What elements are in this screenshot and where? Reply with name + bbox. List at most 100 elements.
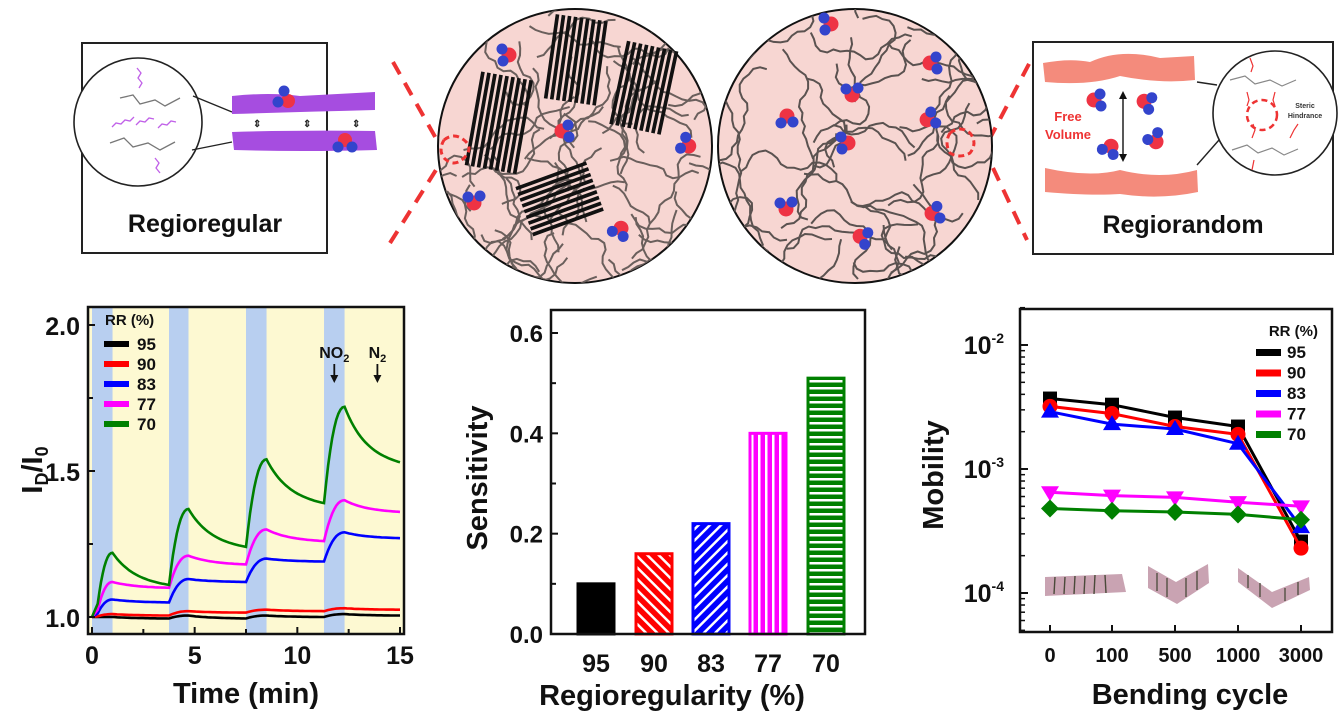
y-tick-label: 1.0	[45, 605, 80, 633]
polymer-chain-squiggle	[967, 220, 992, 283]
pi-stacking-arrows-icon: ⇕ ⇕ ⇕	[253, 119, 360, 130]
polymer-chain-squiggle	[668, 88, 712, 108]
polymer-chain-squiggle	[588, 120, 628, 192]
polymer-chain-squiggle	[469, 265, 516, 283]
no2-molecule-icon	[1136, 92, 1158, 115]
x-tick-label: 70	[812, 650, 840, 678]
x-tick-label: 500	[1158, 645, 1191, 667]
svg-text:⇕: ⇕	[352, 119, 360, 130]
y-tick-label: 10-3	[964, 454, 1004, 484]
no2-molecule-icon	[1086, 88, 1107, 112]
polymer-chain-squiggle	[688, 162, 712, 221]
series-line-rr77	[90, 498, 401, 618]
bent-device-photo-icon	[1148, 564, 1209, 604]
x-tick-label: 90	[640, 650, 668, 678]
no2-molecule-icon	[835, 131, 856, 155]
legend-label-rr83: 83	[137, 375, 156, 394]
bent-device-photos	[1045, 564, 1310, 608]
no2-molecule-icon	[1142, 127, 1164, 150]
data-point-rr83	[1166, 420, 1184, 436]
no2-molecule-icon	[922, 51, 943, 75]
x-tick-label: 3000	[1279, 645, 1324, 667]
polymer-chain-squiggle	[841, 9, 869, 10]
legend-title: RR (%)	[105, 312, 154, 329]
series-line-rr83	[91, 530, 401, 619]
polymer-chain-squiggle	[438, 130, 472, 212]
data-point-rr70	[1041, 499, 1059, 518]
series-line-rr70	[90, 405, 401, 618]
y-tick-label: 1.5	[45, 459, 80, 487]
y-axis-label: Mobility	[918, 420, 950, 530]
polymer-chain-squiggle	[494, 229, 522, 283]
polymer-chain-squiggle	[957, 242, 992, 283]
no2-molecule-icon	[840, 82, 864, 103]
free-volume-label: Free	[1054, 109, 1081, 124]
polymer-chain-squiggle	[890, 183, 939, 274]
bar-rr90	[634, 552, 674, 636]
polymer-chain-squiggle	[718, 264, 762, 283]
polymer-chain-squiggle	[833, 37, 871, 127]
gas-annotation: N2	[369, 345, 387, 365]
steric-hindrance-label: Hindrance	[1288, 113, 1322, 120]
gas-annotation: NO2	[319, 345, 349, 365]
polymer-chain-squiggle	[724, 280, 814, 283]
y-tick-label: 2.0	[45, 313, 80, 341]
x-tick-label: 15	[386, 642, 414, 670]
polymer-chain-squiggle	[542, 162, 560, 253]
polymer-chain-squiggle	[812, 121, 916, 149]
no2-molecule-icon	[462, 190, 486, 211]
y-axis-label: ID/I0	[17, 446, 52, 493]
no2-molecule-icon	[1096, 138, 1119, 160]
polymer-chain-squiggle	[944, 95, 992, 144]
no2-exposure-band	[246, 308, 267, 633]
polymer-chain-squiggle	[438, 14, 462, 67]
series-line-rr90	[91, 606, 400, 619]
polymer-chain-squiggle	[463, 116, 545, 151]
x-tick-label: 0	[1044, 645, 1055, 667]
polymer-chain-squiggle	[492, 155, 533, 241]
steric-hindrance-label: Steric	[1295, 103, 1315, 110]
x-tick-label: 100	[1095, 645, 1128, 667]
x-tick-label: 10	[283, 642, 311, 670]
thiophene-structure-icon	[1229, 75, 1299, 156]
polymer-chain-squiggle	[940, 102, 980, 200]
data-point-rr77	[1041, 486, 1059, 502]
legend-label-rr83: 83	[1287, 384, 1306, 403]
y-tick-label: 10-2	[964, 330, 1004, 360]
x-axis-label: Bending cycle	[1092, 679, 1289, 711]
y-tick-label: 0.4	[510, 421, 544, 448]
polymer-chain-top	[232, 92, 375, 114]
y-axis-label-mid: /I	[17, 456, 49, 472]
y-tick-label: 0.6	[510, 321, 543, 348]
data-point-rr70	[1229, 505, 1247, 524]
no2-exposure-band	[324, 308, 345, 633]
plot-frame	[549, 308, 867, 636]
data-point-rr70	[1292, 510, 1310, 529]
polymer-chain-squiggle	[632, 264, 655, 283]
polymer-chain-squiggle	[852, 261, 942, 283]
data-point-rr70	[1166, 503, 1184, 522]
polymer-chain-top	[1043, 53, 1195, 84]
polymer-chain-squiggle	[855, 191, 964, 223]
legend-title: RR (%)	[1269, 323, 1318, 340]
polymer-chain-squiggle	[718, 66, 768, 162]
legend-label-rr90: 90	[137, 355, 156, 374]
polymer-chain-squiggle	[438, 154, 476, 188]
y-axis-label: Sensitivity	[462, 405, 494, 550]
data-point-rr83	[1229, 434, 1247, 450]
data-point-rr77	[1166, 491, 1184, 507]
data-point-rr70	[1103, 501, 1121, 520]
chart-mobility: 10-4 10-3 10-2 0 100 500 1000 3000 RR (%) 95 90…	[918, 306, 1334, 711]
polymer-chain-squiggle	[936, 133, 992, 170]
polymer-chain-squiggle	[806, 77, 847, 169]
folded-device-photo-icon	[1238, 568, 1310, 608]
no2-exposure-band	[92, 308, 113, 633]
y-axis-label-sub: 0	[32, 446, 52, 456]
polymer-chain-squiggle	[809, 32, 913, 61]
polymer-chain-squiggle	[880, 223, 951, 263]
polymer-chain-squiggle	[649, 153, 701, 225]
regiorandom-panel: Free Volume Steric Hindrance Regiorandom	[1032, 41, 1338, 255]
